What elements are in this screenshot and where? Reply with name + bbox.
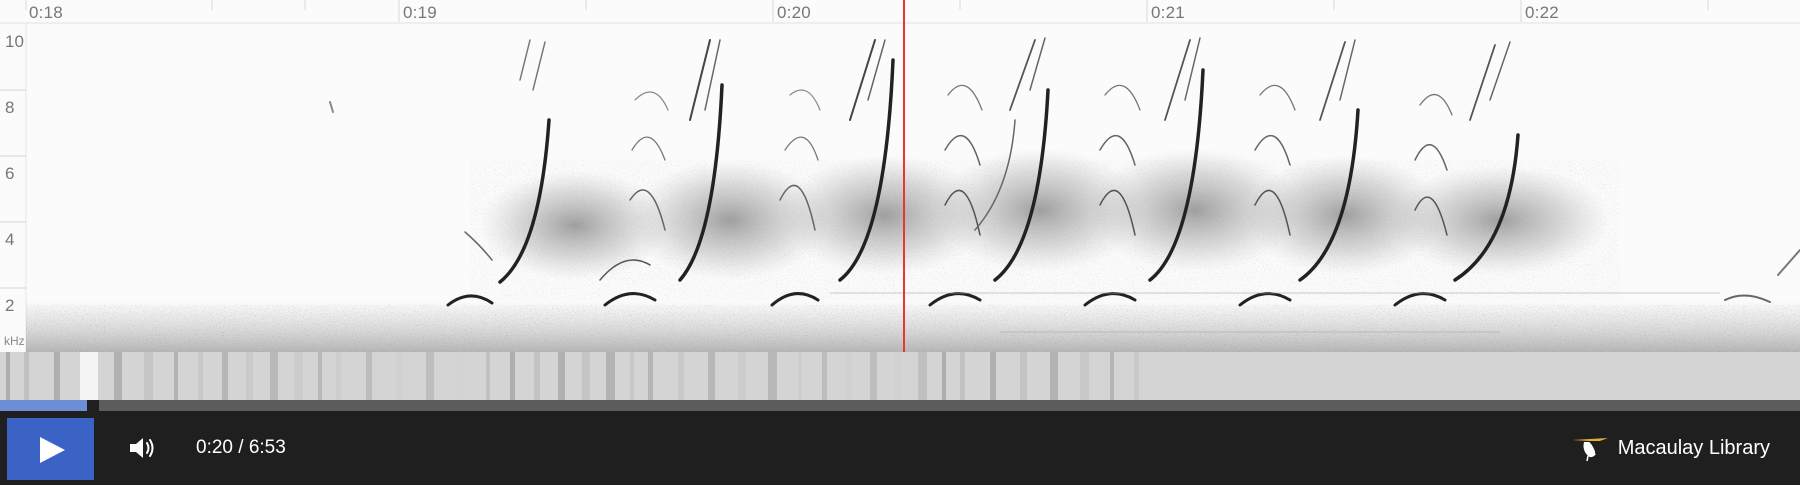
khz-tick-8: 8 xyxy=(5,98,14,118)
waveform-stripe xyxy=(960,352,965,400)
play-icon xyxy=(37,435,67,465)
brand-name: Macaulay Library xyxy=(1618,437,1770,460)
volume-icon xyxy=(128,435,156,461)
brand[interactable]: Macaulay Library xyxy=(1570,433,1770,463)
waveform-stripe xyxy=(630,352,634,400)
waveform-stripe xyxy=(318,352,322,400)
waveform-stripe xyxy=(582,352,590,400)
waveform-stripe xyxy=(678,352,684,400)
waveform-stripe xyxy=(534,352,540,400)
waveform-stripe xyxy=(366,352,372,400)
waveform-stripe xyxy=(486,352,490,400)
khz-tick-6: 6 xyxy=(5,164,14,184)
waveform-stripe xyxy=(870,352,877,400)
waveform-stripe xyxy=(24,352,29,400)
waveform-overview[interactable] xyxy=(0,352,1800,400)
progress-bar[interactable] xyxy=(0,400,1800,411)
control-bar: 0:20 / 6:53 Macaulay Library xyxy=(0,411,1800,485)
waveform-stripe xyxy=(918,352,927,400)
progress-bar-fill xyxy=(0,400,87,411)
waveform-stripe xyxy=(1110,352,1114,400)
time-label-0-20: 0:20 xyxy=(777,3,811,23)
waveform-stripe xyxy=(396,352,403,400)
waveform-stripe xyxy=(1134,352,1139,400)
play-button[interactable] xyxy=(7,418,94,480)
waveform-stripe xyxy=(822,352,827,400)
waveform-stripe xyxy=(114,352,122,400)
waveform-stripe xyxy=(942,352,946,400)
waveform-stripe xyxy=(894,352,902,400)
khz-tick-2: 2 xyxy=(5,296,14,316)
spectrogram[interactable]: 0:18 0:19 0:20 0:21 0:22 10 8 6 4 2 kHz xyxy=(0,0,1800,352)
waveform-stripe xyxy=(294,352,303,400)
waveform-stripe xyxy=(1050,352,1058,400)
waveform-stripe xyxy=(336,352,341,400)
progress-bar-handle[interactable] xyxy=(87,400,99,411)
time-label-0-19: 0:19 xyxy=(403,3,437,23)
waveform-stripe xyxy=(798,352,802,400)
time-display: 0:20 / 6:53 xyxy=(196,437,286,459)
bird-logo-icon xyxy=(1570,434,1610,462)
waveform-stripe xyxy=(222,352,228,400)
waveform-stripe xyxy=(456,352,465,400)
time-label-0-22: 0:22 xyxy=(1525,3,1559,23)
waveform-stripe xyxy=(768,352,777,400)
waveform-stripe xyxy=(990,352,996,400)
waveform-stripe xyxy=(708,352,715,400)
waveform-stripe xyxy=(174,352,178,400)
khz-tick-4: 4 xyxy=(5,230,14,250)
volume-button[interactable] xyxy=(128,435,156,461)
waveform-stripe xyxy=(198,352,203,400)
khz-unit-label: kHz xyxy=(4,334,25,348)
khz-tick-10: 10 xyxy=(5,32,24,52)
spectrogram-image xyxy=(0,0,1800,352)
waveform-stripe xyxy=(648,352,653,400)
playhead[interactable] xyxy=(903,0,905,352)
waveform-stripe xyxy=(6,352,10,400)
waveform-overview-image xyxy=(0,352,1800,400)
waveform-stripe xyxy=(1020,352,1027,400)
time-label-0-18: 0:18 xyxy=(29,3,63,23)
waveform-stripe xyxy=(846,352,852,400)
waveform-stripe xyxy=(144,352,153,400)
waveform-stripe xyxy=(606,352,615,400)
waveform-stripe xyxy=(738,352,746,400)
waveform-stripe xyxy=(510,352,515,400)
waveform-stripe xyxy=(558,352,565,400)
time-label-0-21: 0:21 xyxy=(1151,3,1185,23)
waveform-stripe xyxy=(54,352,60,400)
waveform-stripe xyxy=(246,352,253,400)
waveform-stripe xyxy=(270,352,278,400)
waveform-stripe xyxy=(426,352,434,400)
waveform-stripe xyxy=(1080,352,1089,400)
